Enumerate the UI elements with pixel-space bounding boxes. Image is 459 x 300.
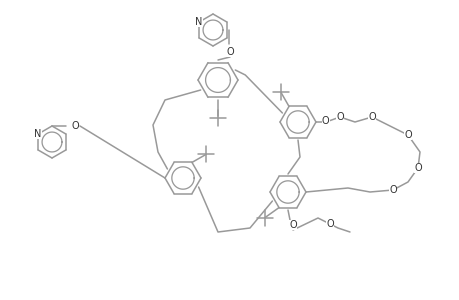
Text: O: O: [71, 121, 78, 131]
Text: O: O: [403, 130, 411, 140]
Text: O: O: [321, 116, 329, 126]
Text: O: O: [289, 220, 296, 230]
Text: O: O: [325, 219, 333, 229]
Text: O: O: [336, 112, 343, 122]
Text: O: O: [413, 163, 421, 173]
Text: O: O: [388, 185, 396, 195]
Text: O: O: [367, 112, 375, 122]
Text: O: O: [226, 47, 233, 57]
Text: N: N: [34, 129, 42, 139]
Text: N: N: [195, 17, 202, 27]
